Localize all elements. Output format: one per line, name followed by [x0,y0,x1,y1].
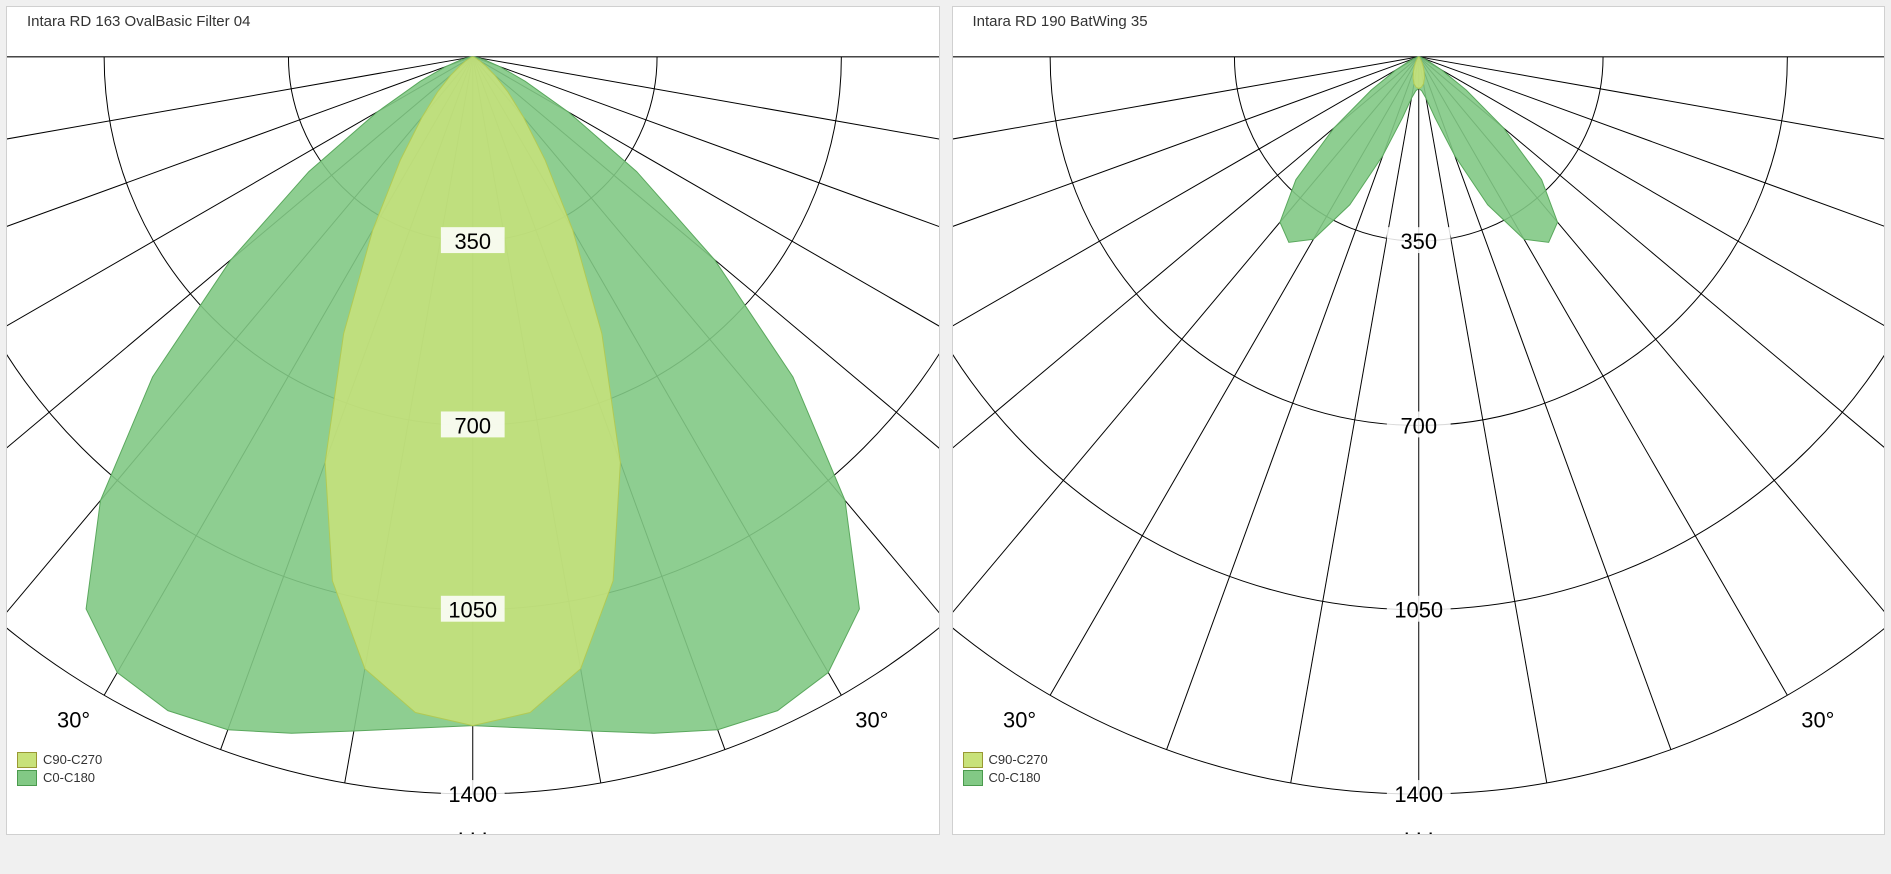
polar-chart-svg: 3507001050140090°60°30°90°60°30°cd.klm [953,7,1885,834]
legend-swatch [17,770,37,786]
legend-swatch [17,752,37,768]
svg-text:30°: 30° [1801,707,1834,732]
legend-swatch [963,770,983,786]
legend: C90-C270 C0-C180 [17,750,102,786]
chart-row: Intara RD 163 OvalBasic Filter 04 350 700… [0,0,1891,841]
svg-text:cd.klm: cd.klm [1384,829,1453,834]
legend-label: C90-C270 [989,752,1048,767]
chart-title: Intara RD 190 BatWing 35 [973,13,1148,30]
svg-text:30°: 30° [57,707,90,732]
legend-item: C90-C270 [17,752,102,768]
polar-chart-panel-0: Intara RD 163 OvalBasic Filter 04 350 700… [6,6,940,835]
svg-text:350: 350 [1400,229,1437,254]
legend-item: C0-C180 [17,770,102,786]
polar-chart-svg: 3507001050140090°60°30°90°60°30°cd.klm [7,7,939,834]
polar-chart-panel-1: Intara RD 190 BatWing 35 350700105014009… [952,6,1886,835]
svg-text:1050: 1050 [1394,598,1443,623]
legend: C90-C270 C0-C180 [963,750,1048,786]
svg-text:1400: 1400 [1394,782,1443,807]
legend-label: C0-C180 [989,770,1041,785]
legend-item: C90-C270 [963,752,1048,768]
svg-text:30°: 30° [1003,707,1036,732]
svg-text:cd.klm: cd.klm [438,829,507,834]
svg-text:350: 350 [454,229,491,254]
svg-text:1400: 1400 [448,782,497,807]
legend-swatch [963,752,983,768]
svg-text:1050: 1050 [448,598,497,623]
svg-text:700: 700 [1400,413,1437,438]
svg-text:700: 700 [454,413,491,438]
legend-label: C90-C270 [43,752,102,767]
legend-item: C0-C180 [963,770,1048,786]
svg-text:30°: 30° [855,707,888,732]
chart-title: Intara RD 163 OvalBasic Filter 04 [27,13,250,30]
legend-label: C0-C180 [43,770,95,785]
